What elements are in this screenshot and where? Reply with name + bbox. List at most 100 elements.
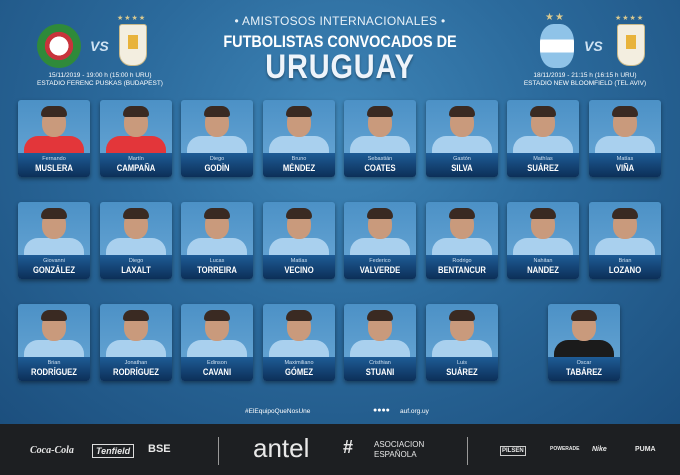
auf-crest-icon bbox=[617, 24, 645, 66]
shirt bbox=[432, 238, 492, 258]
shirt bbox=[106, 136, 166, 156]
shirt bbox=[24, 238, 84, 258]
player-card: Edinson CAVANI bbox=[181, 304, 253, 381]
name-plate: Jonathan RODRÍGUEZ bbox=[100, 357, 172, 381]
last-name: RODRÍGUEZ bbox=[113, 367, 159, 377]
shirt bbox=[187, 238, 247, 258]
first-name: Edinson bbox=[207, 360, 227, 366]
last-name: TORREIRA bbox=[197, 265, 237, 275]
hungary-crest-icon bbox=[37, 24, 81, 68]
player-card: Rodrigo BENTANCUR bbox=[426, 202, 498, 279]
divider bbox=[467, 437, 468, 465]
first-name: Jonathan bbox=[124, 360, 148, 366]
shirt bbox=[106, 238, 166, 258]
sponsor-tenfield: Tenfield bbox=[92, 444, 135, 458]
name-plate: Maximiliano GÓMEZ bbox=[263, 357, 335, 381]
last-name: STUANI bbox=[365, 367, 395, 377]
shirt bbox=[269, 136, 329, 156]
match-1-info: 15/11/2019 - 19:00 h (15:00 h URU) ESTAD… bbox=[30, 72, 170, 88]
player-card: Brian RODRÍGUEZ bbox=[18, 304, 90, 381]
player-card: Oscar TABÁREZ bbox=[548, 304, 620, 381]
shirt bbox=[432, 136, 492, 156]
shirt bbox=[187, 136, 247, 156]
first-name: Lucas bbox=[209, 258, 225, 264]
match-datetime: 15/11/2019 - 19:00 h (15:00 h URU) bbox=[48, 72, 152, 79]
player-card: Diego GODÍN bbox=[181, 100, 253, 177]
shirt bbox=[432, 340, 492, 360]
hair bbox=[204, 106, 230, 117]
shirt bbox=[350, 136, 410, 156]
last-name: SILVA bbox=[451, 163, 473, 173]
name-plate: Bruno MÉNDEZ bbox=[263, 153, 335, 177]
poster: • AMISTOSOS INTERNACIONALES • FUTBOLISTA… bbox=[0, 0, 680, 424]
shirt bbox=[350, 340, 410, 360]
player-card: Nahitan NANDEZ bbox=[507, 202, 579, 279]
first-name: Mathías bbox=[533, 156, 553, 162]
name-plate: Rodrigo BENTANCUR bbox=[426, 255, 498, 279]
first-name: Fernando bbox=[42, 156, 66, 162]
name-plate: Sebastián COATES bbox=[344, 153, 416, 177]
player-card: Gastón SILVA bbox=[426, 100, 498, 177]
title-line1: FUTBOLISTAS CONVOCADOS DE bbox=[223, 32, 457, 51]
match-datetime: 18/11/2019 - 21:15 h (16:15 h URU) bbox=[533, 72, 637, 79]
last-name: VECINO bbox=[284, 265, 314, 275]
first-name: Brian bbox=[618, 258, 632, 264]
shirt bbox=[187, 340, 247, 360]
player-card: Martín CAMPAÑA bbox=[100, 100, 172, 177]
sponsor-coca-cola: Coca-Cola bbox=[30, 445, 74, 456]
name-plate: Mathías SUÁREZ bbox=[507, 153, 579, 177]
hair bbox=[41, 310, 67, 321]
first-name: Brian bbox=[47, 360, 61, 366]
argentina-crest-icon bbox=[540, 24, 574, 68]
hair bbox=[449, 208, 475, 219]
sponsor-powerade: POWERADE bbox=[550, 446, 580, 452]
hair bbox=[449, 310, 475, 321]
first-name: Maximiliano bbox=[284, 360, 314, 366]
hair bbox=[41, 208, 67, 219]
last-name: LOZANO bbox=[608, 265, 642, 275]
hair bbox=[204, 208, 230, 219]
hair bbox=[571, 310, 597, 321]
player-card: Matías VECINO bbox=[263, 202, 335, 279]
last-name: GODÍN bbox=[204, 163, 230, 173]
vs-label: VS bbox=[90, 38, 109, 54]
hair bbox=[530, 208, 556, 219]
hair bbox=[367, 310, 393, 321]
last-name: RODRÍGUEZ bbox=[31, 367, 77, 377]
player-card: Fernando MUSLERA bbox=[18, 100, 90, 177]
match-2-info: 18/11/2019 - 21:15 h (16:15 h URU) ESTAD… bbox=[515, 72, 655, 88]
hair bbox=[530, 106, 556, 117]
name-plate: Brian LOZANO bbox=[589, 255, 661, 279]
website-link[interactable]: auf.org.uy bbox=[400, 408, 429, 415]
hair bbox=[367, 208, 393, 219]
shirt bbox=[269, 340, 329, 360]
title-line2: URUGUAY bbox=[265, 48, 415, 86]
hair bbox=[367, 106, 393, 117]
auf-crest-icon bbox=[119, 24, 147, 66]
name-plate: Matías VECINO bbox=[263, 255, 335, 279]
stars-icon: ★★★★ bbox=[615, 15, 645, 22]
last-name: GÓMEZ bbox=[284, 367, 314, 377]
shirt bbox=[513, 238, 573, 258]
divider bbox=[218, 437, 219, 465]
name-plate: Oscar TABÁREZ bbox=[548, 357, 620, 381]
shirt bbox=[269, 238, 329, 258]
hair bbox=[123, 208, 149, 219]
player-card: Bruno MÉNDEZ bbox=[263, 100, 335, 177]
sponsor-puma: PUMA bbox=[635, 446, 656, 453]
player-card: Matías VIÑA bbox=[589, 100, 661, 177]
name-plate: Gastón SILVA bbox=[426, 153, 498, 177]
subtitle: • AMISTOSOS INTERNACIONALES • bbox=[234, 14, 446, 28]
social-icons[interactable]: ●●●● bbox=[373, 407, 390, 414]
name-plate: Brian RODRÍGUEZ bbox=[18, 357, 90, 381]
hair bbox=[204, 310, 230, 321]
player-card: Federico VALVERDE bbox=[344, 202, 416, 279]
first-name: Martín bbox=[128, 156, 144, 162]
player-card: Diego LAXALT bbox=[100, 202, 172, 279]
match-venue: ESTADIO NEW BLOOMFIELD (TEL AVIV) bbox=[523, 80, 647, 87]
name-plate: Nahitan NANDEZ bbox=[507, 255, 579, 279]
last-name: VIÑA bbox=[615, 163, 635, 173]
player-card: Brian LOZANO bbox=[589, 202, 661, 279]
vs-label: VS bbox=[584, 38, 603, 54]
shirt bbox=[554, 340, 614, 360]
